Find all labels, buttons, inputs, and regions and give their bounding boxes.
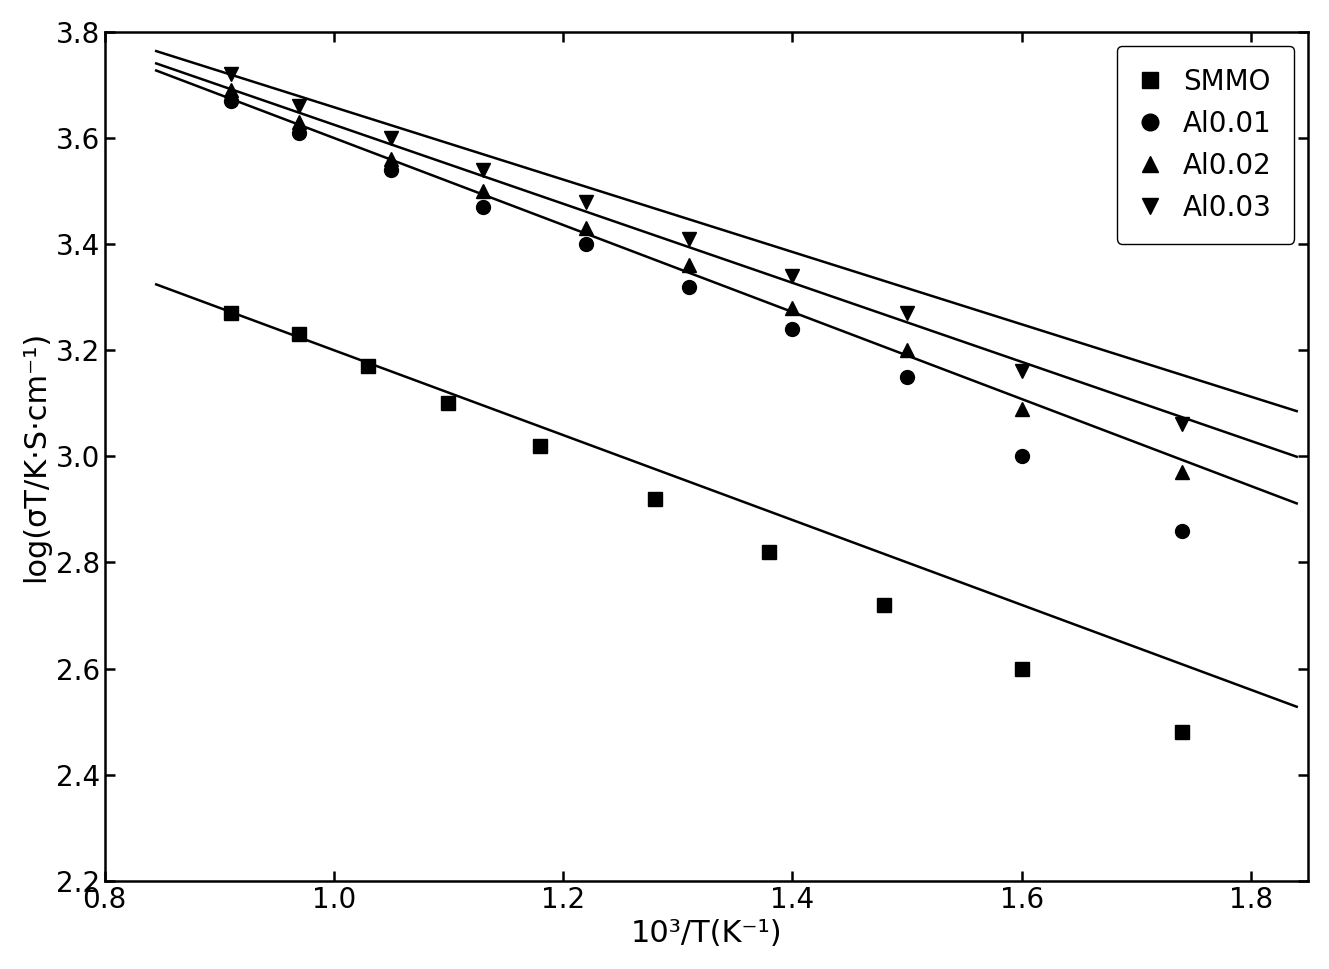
Al0.03 xyxy=(1014,365,1030,377)
Al0.01 xyxy=(223,95,239,107)
SMMO xyxy=(291,328,307,340)
Al0.01 xyxy=(474,202,490,213)
Al0.02 xyxy=(784,302,800,314)
Line: Al0.01: Al0.01 xyxy=(223,94,1189,538)
SMMO xyxy=(1014,663,1030,674)
Al0.03 xyxy=(383,132,399,143)
SMMO xyxy=(762,546,777,557)
Y-axis label: log(σT/K·S·cm⁻¹): log(σT/K·S·cm⁻¹) xyxy=(21,330,49,582)
SMMO xyxy=(360,360,376,372)
SMMO xyxy=(532,440,548,452)
SMMO xyxy=(1174,727,1189,738)
Al0.03 xyxy=(682,233,698,244)
Line: Al0.03: Al0.03 xyxy=(223,67,1189,431)
Al0.01 xyxy=(1174,525,1189,537)
Al0.02 xyxy=(898,344,914,356)
Al0.02 xyxy=(223,84,239,96)
Al0.01 xyxy=(682,281,698,293)
Al0.02 xyxy=(682,260,698,271)
Al0.01 xyxy=(784,323,800,334)
Al0.01 xyxy=(291,127,307,139)
Al0.01 xyxy=(383,164,399,175)
Al0.01 xyxy=(578,238,594,250)
Al0.03 xyxy=(1174,419,1189,430)
Al0.01 xyxy=(898,371,914,383)
Al0.02 xyxy=(474,185,490,197)
Al0.03 xyxy=(784,270,800,282)
Al0.02 xyxy=(383,153,399,165)
SMMO xyxy=(223,307,239,319)
Al0.03 xyxy=(474,164,490,175)
Al0.01 xyxy=(1014,451,1030,462)
Line: Al0.02: Al0.02 xyxy=(223,83,1189,479)
Al0.03 xyxy=(578,196,594,207)
Al0.03 xyxy=(223,69,239,80)
Legend: SMMO, Al0.01, Al0.02, Al0.03: SMMO, Al0.01, Al0.02, Al0.03 xyxy=(1116,46,1294,244)
Al0.02 xyxy=(1014,403,1030,415)
SMMO xyxy=(876,599,892,610)
SMMO xyxy=(440,397,456,409)
X-axis label: 10³/T(K⁻¹): 10³/T(K⁻¹) xyxy=(630,920,783,949)
Al0.02 xyxy=(578,222,594,234)
Al0.02 xyxy=(1174,466,1189,478)
SMMO xyxy=(647,493,663,505)
Line: SMMO: SMMO xyxy=(223,306,1189,739)
Al0.03 xyxy=(898,307,914,319)
Al0.02 xyxy=(291,116,307,128)
Al0.03 xyxy=(291,101,307,112)
